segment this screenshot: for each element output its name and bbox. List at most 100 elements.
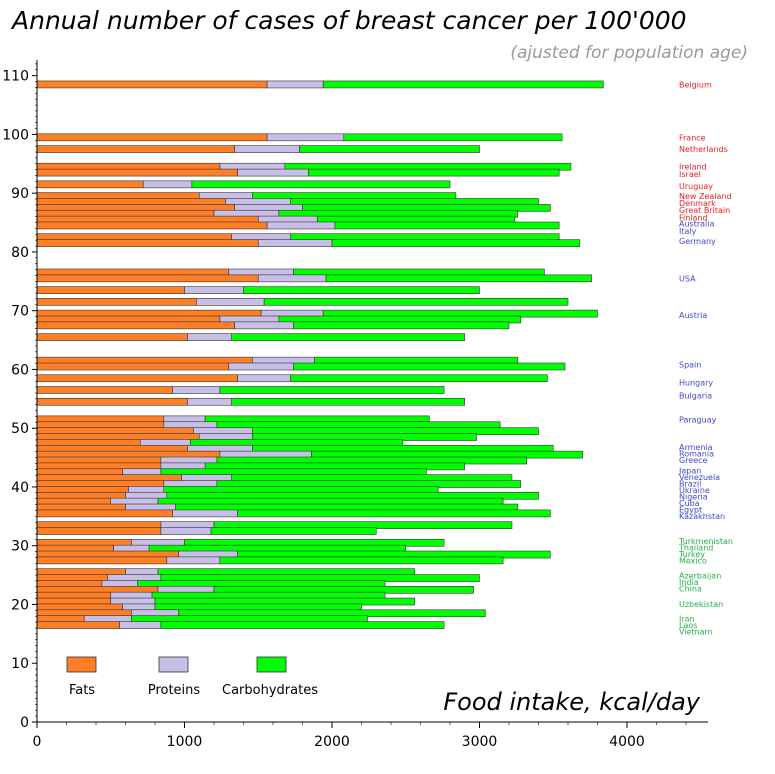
bar-segment-proteins: [257, 274, 327, 283]
bar-segment-proteins: [234, 321, 294, 330]
country-label: Turkey: [678, 550, 705, 559]
country-label: Hungary: [679, 378, 713, 387]
x-ticks: 0 1000 2000 3000 4000: [33, 722, 687, 750]
country-label: Egypt: [679, 505, 702, 514]
y-tick-label: 70: [11, 304, 29, 320]
bar-segment-fats: [36, 298, 197, 306]
bar-segment-fats: [36, 397, 188, 406]
bar-segment-proteins: [172, 509, 238, 518]
country-label: Ukraine: [679, 486, 710, 495]
bar-segment-carbs: [210, 527, 377, 535]
bar-segment-carbs: [293, 362, 566, 371]
y-tick-label: 90: [11, 186, 29, 202]
bar-segment-carbs: [325, 274, 592, 283]
bar-segment-fats: [36, 333, 188, 341]
bar-segment-carbs: [299, 145, 480, 153]
bar-segment-proteins: [187, 397, 232, 406]
country-label: Uzbekistan: [679, 600, 723, 609]
bar-segment-fats: [36, 362, 230, 371]
country-label: Laos: [679, 621, 697, 630]
y-tick-label: 80: [11, 245, 29, 261]
bar-segment-fats: [36, 374, 238, 383]
country-label: Great Britain: [679, 206, 730, 215]
bar-segment-fats: [36, 621, 120, 629]
bar-segment-proteins: [119, 621, 162, 629]
country-label: Netherlands: [679, 145, 728, 154]
y-tick-label: 10: [11, 656, 29, 672]
bar-segment-fats: [36, 274, 259, 283]
country-label: Thailand: [678, 543, 713, 552]
bar-segment-fats: [36, 221, 268, 230]
x-tick-label: 4000: [609, 734, 645, 750]
bar-segment-fats: [36, 527, 162, 535]
bar-segment-carbs: [322, 80, 604, 89]
bar-segment-fats: [36, 168, 238, 177]
x-tick-label: 0: [33, 734, 42, 750]
bar-segment-proteins: [196, 298, 265, 306]
legend-label: Carbohydrates: [222, 683, 318, 698]
country-label: Germany: [679, 237, 716, 246]
country-label: Spain: [679, 361, 701, 370]
country-label: New Zealand: [679, 192, 732, 201]
y-tick-label: 60: [11, 362, 29, 378]
legend-swatch: [66, 656, 97, 673]
bar-segment-proteins: [234, 145, 300, 153]
country-label: Turkmenistan: [678, 537, 733, 546]
country-label: Cuba: [679, 499, 700, 508]
country-label: Iran: [679, 615, 695, 624]
country-label: Romania: [679, 449, 714, 458]
chart-title: Annual number of cases of breast cancer …: [10, 6, 687, 35]
bar-segment-proteins: [266, 221, 336, 230]
legend-label: Fats: [69, 683, 95, 698]
bar-segment-fats: [36, 386, 173, 394]
bars-layer: [36, 80, 604, 629]
bar-segment-fats: [36, 321, 235, 330]
country-label: Belgium: [679, 80, 712, 89]
bar-segment-fats: [36, 509, 173, 518]
country-label: Italy: [679, 227, 697, 236]
y-tick-label: 50: [11, 421, 29, 437]
y-tick-label: 20: [11, 597, 29, 613]
bar-segment-proteins: [166, 556, 221, 565]
bar-segment-carbs: [334, 221, 560, 230]
bar-segment-carbs: [219, 556, 504, 565]
country-label: Israel: [679, 170, 701, 179]
bar-segment-carbs: [191, 180, 451, 189]
bar-segment-proteins: [266, 80, 324, 89]
bar-segment-fats: [36, 180, 144, 189]
bar-segment-proteins: [257, 239, 333, 247]
bar-segment-proteins: [184, 286, 244, 294]
bar-segment-fats: [36, 286, 185, 294]
legend: Fats Proteins Carbohydrates: [66, 656, 318, 698]
x-axis-label: Food intake, kcal/day: [443, 688, 700, 716]
y-tick-label: 100: [2, 127, 29, 143]
bar-segment-proteins: [237, 168, 309, 177]
bar-segment-proteins: [237, 374, 292, 383]
bar-segment-carbs: [263, 298, 569, 306]
bar-segment-carbs: [237, 509, 551, 518]
bar-segment-carbs: [343, 133, 563, 142]
bar-segment-carbs: [243, 286, 480, 294]
bar-segment-fats: [36, 556, 168, 565]
country-label: Mexico: [679, 556, 707, 565]
country-label: Nigeria: [679, 492, 708, 501]
bar-segment-carbs: [331, 239, 581, 247]
axes: 0 10 20 30 40 50 60 70 80 90 100 110 0 1000 2000 3000 4…: [2, 60, 708, 750]
bar-segment-proteins: [172, 386, 221, 394]
country-label: Brazil: [679, 479, 701, 488]
bar-segment-fats: [36, 145, 235, 153]
y-tick-label: 110: [2, 69, 29, 85]
bar-segment-proteins: [266, 133, 345, 142]
country-label: Denmark: [679, 199, 716, 208]
bar-segment-carbs: [231, 397, 466, 406]
country-label: Venezuela: [679, 473, 720, 482]
country-label: Armenia: [679, 443, 713, 452]
country-label: France: [679, 133, 706, 142]
bar-segment-proteins: [142, 180, 193, 189]
bar-segment-fats: [36, 80, 268, 89]
legend-label: Proteins: [148, 683, 201, 698]
country-label: Vietnam: [679, 628, 713, 637]
country-label: Ireland: [679, 163, 707, 172]
bar-segment-proteins: [228, 362, 294, 371]
country-label: Uruguay: [679, 182, 713, 191]
